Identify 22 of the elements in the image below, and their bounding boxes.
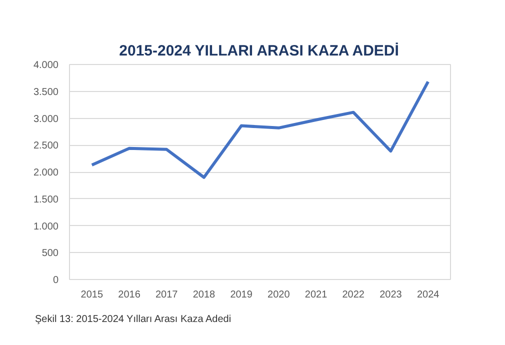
x-tick-label: 2017 (155, 290, 178, 300)
y-tick-label: 3.500 (33, 86, 59, 98)
x-tick-label: 2016 (118, 290, 141, 300)
x-tick-label: 2015 (80, 290, 104, 300)
text: Şekil 13: 2015-2024 Yılları Arası Kaza Adedi (35, 313, 232, 327)
x-tick-label: 2021 (304, 290, 328, 300)
y-tick-label: 2.000 (33, 168, 59, 178)
y-tick-label: 0 (52, 275, 59, 286)
x-tick-label: 2023 (380, 290, 402, 300)
y-tick-label: 1.500 (33, 194, 59, 206)
y-tick-label: 1.000 (33, 221, 59, 232)
line-series (90, 80, 430, 179)
y-tick-label: 2.500 (33, 140, 59, 152)
x-tick-label: 2019 (230, 290, 253, 300)
x-tick-label: 2020 (268, 290, 290, 300)
y-tick-label: 3.000 (33, 114, 59, 125)
x-tick-label: 2018 (192, 290, 216, 300)
x-tick-label: 2022 (342, 290, 365, 300)
chart-title: 2015-2024 YILLARI ARASI KAZA ADEDİ (119, 42, 399, 60)
x-tick-label: 2024 (416, 290, 440, 300)
y-tick-label: 500 (42, 248, 59, 260)
y-tick-label: 4.000 (33, 60, 59, 71)
